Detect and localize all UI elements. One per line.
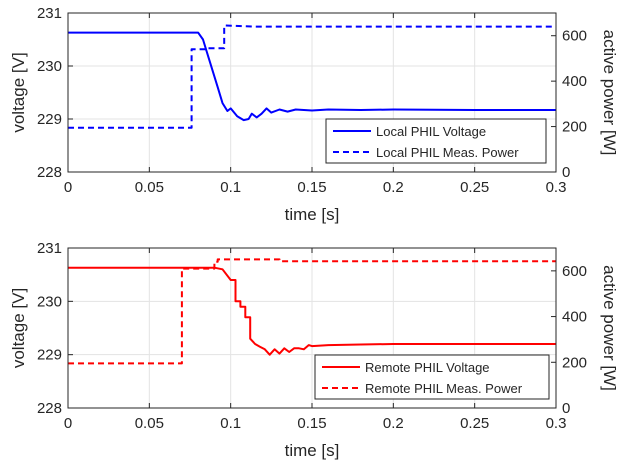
series-line-voltage xyxy=(68,31,556,122)
x-tick-label: 0.3 xyxy=(546,415,567,432)
y-left-tick-label: 228 xyxy=(37,164,62,181)
y-right-tick-label: 0 xyxy=(562,400,570,417)
y-left-tick-label: 228 xyxy=(37,400,62,417)
y-right-axis-label: active power [W] xyxy=(600,265,619,391)
y-left-tick-label: 231 xyxy=(37,5,62,22)
x-tick-label: 0.2 xyxy=(383,179,404,196)
y-left-tick-label: 230 xyxy=(37,58,62,75)
y-right-tick-label: 0 xyxy=(562,164,570,181)
y-right-tick-label: 400 xyxy=(562,309,587,326)
x-tick-label: 0.2 xyxy=(383,415,404,432)
y-right-tick-label: 600 xyxy=(562,263,587,280)
x-tick-label: 0.15 xyxy=(297,179,326,196)
y-left-axis-label: voltage [V] xyxy=(9,52,28,132)
x-tick-label: 0.1 xyxy=(220,179,241,196)
legend: Local PHIL Voltage Local PHIL Meas. Power xyxy=(325,118,547,164)
series-line-power xyxy=(68,258,556,365)
x-tick-label: 0 xyxy=(64,415,72,432)
y-left-tick-label: 230 xyxy=(37,293,62,310)
y-right-tick-label: 200 xyxy=(562,119,587,136)
legend-box xyxy=(314,354,550,400)
y-left-tick-label: 229 xyxy=(37,347,62,364)
y-left-tick-label: 231 xyxy=(37,240,62,257)
x-tick-label: 0.15 xyxy=(297,415,326,432)
chart-panel-top: 0 0.05 0.1 0.15 0.2 0.25 0.3 228 229 230 231 0 200 40… xyxy=(9,5,619,224)
legend-entry-label: Remote PHIL Meas. Power xyxy=(365,381,523,396)
y-right-axis-label: active power [W] xyxy=(600,30,619,156)
legend-entry-label: Remote PHIL Voltage xyxy=(365,360,490,375)
legend-entry-label: Local PHIL Voltage xyxy=(376,124,486,139)
x-tick-label: 0.05 xyxy=(135,415,164,432)
chart-panel-bottom: 0 0.05 0.1 0.15 0.2 0.25 0.3 228 229 230 231 0 200 40… xyxy=(9,240,619,460)
y-right-tick-label: 200 xyxy=(562,354,587,371)
x-tick-label: 0.25 xyxy=(460,415,489,432)
x-tick-label: 0.25 xyxy=(460,179,489,196)
x-tick-label: 0 xyxy=(64,179,72,196)
x-tick-label: 0.05 xyxy=(135,179,164,196)
legend: Remote PHIL Voltage Remote PHIL Meas. Pow… xyxy=(314,354,550,400)
y-left-axis-label: voltage [V] xyxy=(9,288,28,368)
x-axis-label: time [s] xyxy=(285,205,340,224)
legend-box xyxy=(325,118,547,164)
y-right-tick-label: 600 xyxy=(562,28,587,45)
series-line-voltage xyxy=(68,266,556,356)
y-left-tick-label: 229 xyxy=(37,111,62,128)
y-right-tick-label: 400 xyxy=(562,73,587,90)
x-axis-label: time [s] xyxy=(285,441,340,460)
x-tick-label: 0.3 xyxy=(546,179,567,196)
legend-entry-label: Local PHIL Meas. Power xyxy=(376,145,519,160)
x-tick-label: 0.1 xyxy=(220,415,241,432)
